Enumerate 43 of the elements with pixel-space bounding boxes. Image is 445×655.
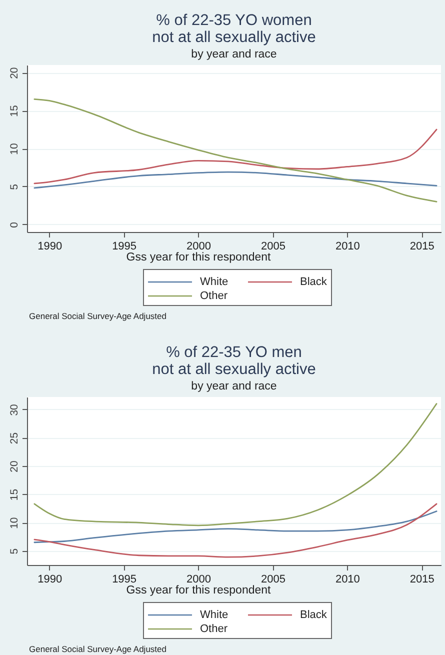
line-series [34, 128, 438, 184]
legend-label: White [200, 276, 228, 288]
chart-subtitle: by year and race [191, 48, 277, 60]
line-series [34, 503, 438, 558]
x-tick-label: 2010 [335, 240, 360, 252]
legend-label: Other [200, 290, 228, 302]
chart-title: % of 22-35 YO women not at all sexually active [152, 12, 316, 46]
y-tick-label: 15 [8, 105, 20, 117]
y-tick-label: 20 [8, 67, 20, 79]
chart-title: % of 22-35 YO men not at all sexually active [152, 344, 316, 378]
legend-label: White [200, 609, 228, 621]
x-tick-label: 2015 [410, 574, 434, 586]
x-tick-label: 2010 [335, 574, 360, 586]
y-tick-label: 5 [8, 548, 20, 554]
y-tick-label: 30 [8, 404, 20, 416]
y-tick-label: 0 [8, 222, 20, 228]
y-tick-label: 25 [8, 432, 20, 444]
x-axis-title: Gss year for this respondent [126, 252, 272, 264]
y-tick-label: 10 [8, 143, 20, 155]
x-tick-label: 1990 [38, 240, 62, 252]
line-series [34, 171, 438, 189]
legend-label: Other [200, 623, 228, 635]
legend-label: Black [300, 609, 328, 621]
x-tick-label: 2015 [410, 240, 434, 252]
y-tick-label: 10 [8, 517, 20, 529]
y-tick-label: 5 [8, 184, 20, 190]
x-tick-label: 1995 [112, 240, 137, 252]
x-tick-label: 2000 [186, 240, 211, 252]
y-tick-label: 20 [8, 460, 20, 472]
line-series [34, 510, 438, 544]
text: General Social Survey-Age Adjusted [29, 644, 167, 654]
x-tick-label: 2005 [260, 240, 286, 252]
y-tick-label: 15 [8, 488, 20, 501]
x-tick-label: 1990 [38, 574, 62, 586]
x-tick-label: 1995 [112, 574, 137, 586]
legend-label: Black [300, 276, 328, 288]
x-tick-label: 2005 [260, 574, 286, 586]
x-axis-title: Gss year for this respondent [126, 584, 272, 596]
text: General Social Survey-Age Adjusted [29, 311, 167, 321]
x-tick-label: 2000 [186, 574, 211, 586]
line-series [34, 98, 438, 202]
chart-subtitle: by year and race [191, 380, 277, 392]
line-series [34, 403, 438, 526]
